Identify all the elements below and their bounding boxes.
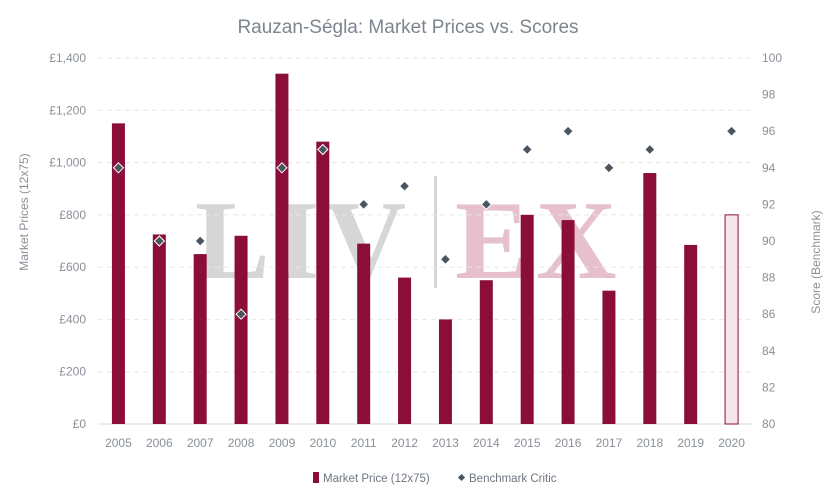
point-2016 [562, 125, 574, 137]
y2-axis-label: Score (Benchmark) [809, 210, 823, 313]
point-2018 [644, 143, 656, 156]
grid-layer [98, 57, 752, 425]
y-tick-labels: £0 £200 £400 £600 £800 £1,000 £1,200 £1,400 [49, 51, 86, 431]
bar-2010 [316, 141, 330, 424]
x-tick-label: 2009 [269, 436, 296, 450]
chart-title: Rauzan-Ségla: Market Prices vs. Scores [237, 17, 578, 38]
x-tick-label: 2016 [555, 436, 582, 450]
point-2017 [603, 162, 615, 174]
bar-2013 [438, 319, 452, 424]
legend: Market Price (12x75) Benchmark Critic [313, 472, 557, 485]
bar-2014 [479, 280, 493, 424]
y2-tick-label: 92 [762, 197, 776, 211]
x-tick-label: 2019 [677, 436, 704, 450]
bar-2016 [561, 220, 575, 424]
y-tick-label: £1,400 [49, 51, 86, 65]
y-tick-label: £200 [59, 365, 86, 379]
point-2007 [194, 235, 206, 247]
bar-2019 [684, 244, 698, 424]
point-2011 [357, 198, 370, 211]
x-tick-label: 2007 [187, 436, 214, 450]
bar-2018 [643, 173, 657, 424]
y-tick-label: £0 [73, 417, 87, 431]
point-2014 [480, 198, 493, 211]
x-tick-label: 2005 [105, 436, 132, 450]
x-tick-labels: 2005 2006 2007 2008 2009 2010 2011 2012 2013 2014… [105, 436, 745, 450]
bar-2011 [357, 243, 371, 424]
y-tick-label: £1,200 [49, 103, 86, 117]
y-tick-label: £600 [59, 260, 86, 274]
watermark-divider [434, 176, 437, 288]
y2-tick-label: 94 [762, 161, 776, 175]
y2-tick-label: 84 [762, 344, 776, 358]
x-tick-label: 2008 [228, 436, 255, 450]
y-tick-label: £400 [59, 312, 86, 326]
x-tick-label: 2011 [351, 436, 377, 450]
bar-2005 [111, 123, 125, 424]
x-tick-label: 2018 [636, 436, 663, 450]
x-tick-label: 2015 [514, 436, 541, 450]
x-tick-label: 2012 [391, 436, 418, 450]
y-axis-label: Market Prices (12x75) [17, 153, 31, 270]
x-tick-label: 2013 [432, 436, 459, 450]
x-tick-label: 2020 [718, 436, 745, 450]
y-tick-label: £1,000 [49, 156, 86, 170]
point-2015 [521, 143, 533, 156]
bar-2009 [275, 73, 289, 424]
bar-2008 [234, 235, 248, 424]
legend-swatch-benchmark-critic [457, 473, 466, 482]
x-tick-label: 2010 [309, 436, 336, 450]
point-2009 [276, 162, 288, 174]
y2-tick-label: 80 [762, 417, 776, 431]
y2-tick-label: 98 [762, 88, 776, 102]
y2-tick-label: 88 [762, 271, 776, 285]
y2-tick-label: 86 [762, 307, 776, 321]
y2-tick-label: 96 [762, 124, 776, 138]
bar-2020 [724, 214, 739, 425]
legend-label-market-price: Market Price (12x75) [323, 473, 430, 485]
point-2013 [439, 253, 452, 266]
watermark-left-text: LIV [195, 179, 412, 303]
point-2020 [725, 125, 738, 137]
point-2006 [153, 235, 166, 247]
x-tick-label: 2017 [596, 436, 623, 450]
x-tick-label: 2006 [146, 436, 173, 450]
point-2005 [112, 162, 125, 174]
bar-2017 [602, 290, 616, 424]
y2-tick-label: 82 [762, 380, 776, 394]
bar-2012 [398, 277, 412, 424]
bar-2015 [520, 214, 534, 424]
point-2008 [235, 308, 247, 320]
bar-2007 [193, 254, 207, 424]
points-layer [112, 125, 738, 320]
y2-tick-label: 90 [762, 234, 776, 248]
x-tick-label: 2014 [473, 436, 500, 450]
bar-2006 [152, 234, 166, 424]
bars-layer [111, 73, 739, 425]
y-tick-label: £800 [59, 208, 86, 222]
y2-tick-labels: 80 82 84 86 88 90 92 94 96 98 100 [762, 51, 782, 431]
point-2012 [398, 180, 411, 192]
point-2010 [317, 143, 329, 156]
legend-label-benchmark-critic: Benchmark Critic [469, 473, 557, 485]
y2-tick-label: 100 [762, 51, 782, 65]
legend-swatch-market-price [313, 472, 319, 483]
